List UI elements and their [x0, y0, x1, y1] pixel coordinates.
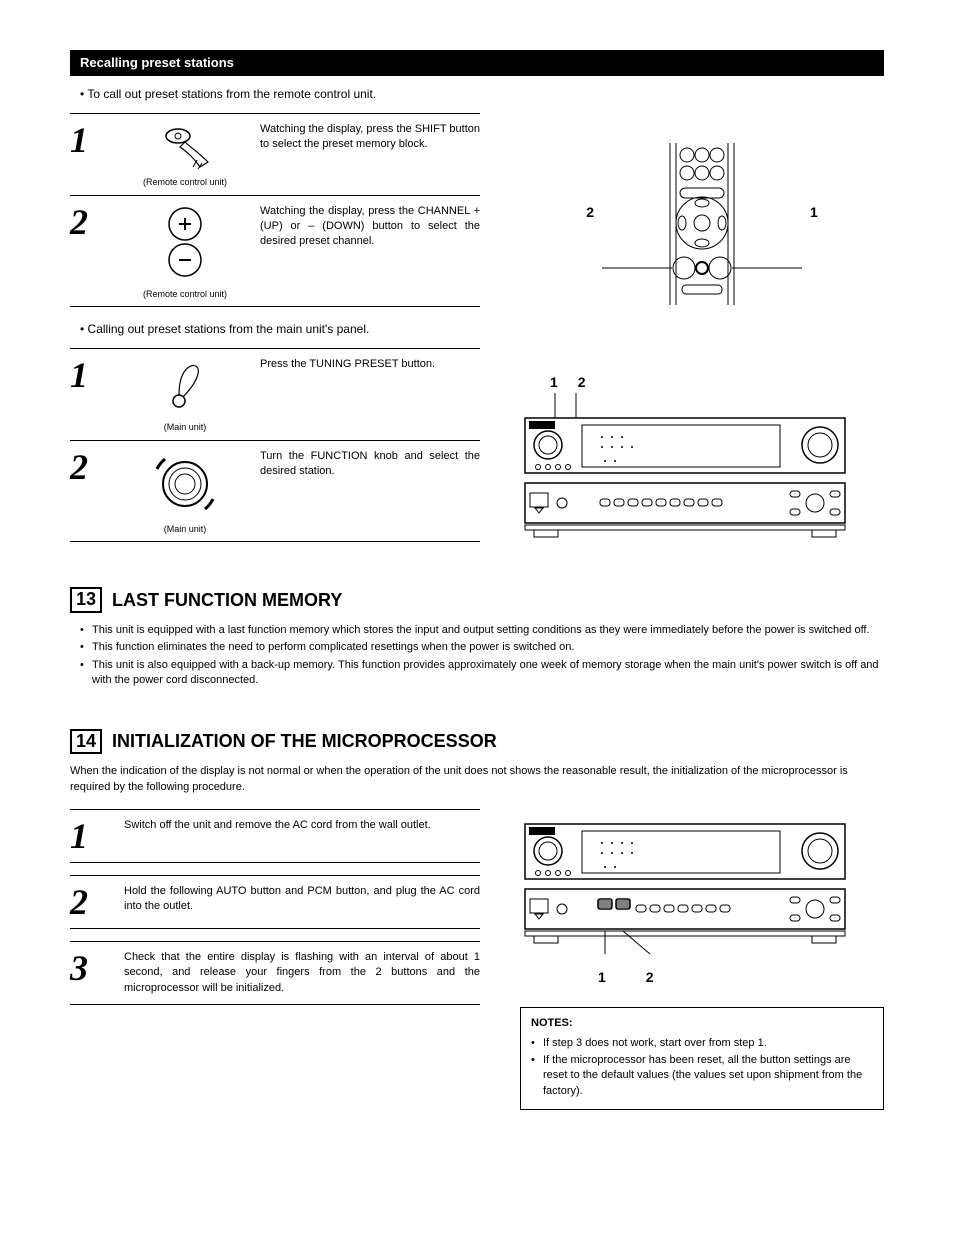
note-item: If step 3 does not work, start over from…	[531, 1036, 873, 1051]
step-caption: (Remote control unit)	[143, 176, 227, 189]
intro-bullet-remote: To call out preset stations from the rem…	[70, 86, 884, 103]
panel-callout-a: 1	[550, 373, 558, 393]
step-number: 1	[70, 357, 110, 434]
section-13-bullets: This unit is equipped with a last functi…	[70, 623, 884, 689]
step-caption: (Main unit)	[164, 421, 207, 434]
step-text: Hold the following AUTO button and PCM b…	[124, 884, 480, 920]
section-title: LAST FUNCTION MEMORY	[112, 588, 342, 613]
init-step-1: 1 Switch off the unit and remove the AC …	[70, 809, 480, 863]
hand-press-button-icon	[150, 122, 220, 172]
init-device-diagram: 1 2	[520, 819, 884, 987]
step-number: 1	[70, 818, 110, 854]
callout-right: 1	[810, 203, 818, 223]
remote-step-2: 2 (Remote control unit) Watching the dis…	[70, 195, 480, 308]
main-unit-diagram: 1 2	[520, 373, 884, 547]
step-number: 3	[70, 950, 110, 996]
step-number: 2	[70, 449, 110, 536]
finger-press-small-button-icon	[155, 357, 215, 417]
intro-bullet-panel: Calling out preset stations from the mai…	[70, 321, 480, 338]
channel-buttons-icon	[155, 204, 215, 284]
step-number: 2	[70, 884, 110, 920]
panel-callout-b: 2	[578, 373, 586, 393]
note-item: If the microprocessor has been reset, al…	[531, 1053, 873, 1099]
notes-title: NOTES:	[531, 1016, 873, 1031]
section-title: INITIALIZATION OF THE MICROPROCESSOR	[112, 729, 497, 754]
init-step-2: 2 Hold the following AUTO button and PCM…	[70, 875, 480, 929]
section-heading-bar: Recalling preset stations	[70, 50, 884, 76]
step-caption: (Main unit)	[164, 523, 207, 536]
step-number: 2	[70, 204, 110, 301]
step-number: 1	[70, 122, 110, 189]
step-text: Press the TUNING PRESET button.	[260, 357, 480, 434]
step-text: Watching the display, press the CHANNEL …	[260, 204, 480, 301]
step-caption: (Remote control unit)	[143, 288, 227, 301]
notes-box: NOTES: If step 3 does not work, start ov…	[520, 1007, 884, 1110]
section-14-heading: 14 INITIALIZATION OF THE MICROPROCESSOR	[70, 729, 884, 755]
remote-step-1: 1 (Remote control unit) Watching the dis…	[70, 113, 480, 195]
init-step-3: 3 Check that the entire display is flash…	[70, 941, 480, 1005]
section-14-intro: When the indication of the display is no…	[70, 764, 884, 795]
panel-step-1: 1 (Main unit) Press the TUNING PRESET bu…	[70, 348, 480, 440]
bullet: This unit is equipped with a last functi…	[80, 623, 884, 638]
callout-left: 2	[586, 203, 594, 223]
step-text: Watching the display, press the SHIFT bu…	[260, 122, 480, 189]
init-callout-b: 2	[646, 968, 654, 988]
bullet: This function eliminates the need to per…	[80, 640, 884, 655]
remote-diagram: 2	[520, 113, 884, 313]
init-callout-a: 1	[598, 968, 606, 988]
section-13-heading: 13 LAST FUNCTION MEMORY	[70, 587, 884, 613]
rotary-knob-icon	[145, 449, 225, 519]
step-text: Switch off the unit and remove the AC co…	[124, 818, 480, 854]
bullet: This unit is also equipped with a back-u…	[80, 658, 884, 689]
section-number: 13	[70, 587, 102, 613]
step-text: Turn the FUNCTION knob and select the de…	[260, 449, 480, 536]
panel-step-2: 2 (Main unit) Turn the FUNCTION knob and…	[70, 440, 480, 543]
section-number: 14	[70, 729, 102, 755]
step-text: Check that the entire display is flashin…	[124, 950, 480, 996]
